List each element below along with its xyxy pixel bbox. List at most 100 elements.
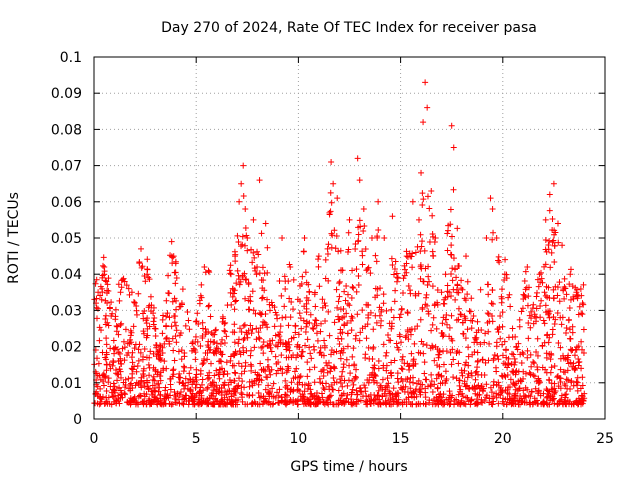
data-point — [238, 329, 245, 336]
data-point — [146, 354, 153, 361]
data-point — [336, 280, 343, 287]
data-point — [211, 401, 218, 408]
data-point — [489, 206, 496, 213]
data-point — [311, 291, 318, 298]
data-point — [579, 300, 586, 307]
data-point — [567, 271, 574, 278]
data-point — [244, 235, 251, 241]
data-point — [532, 385, 539, 392]
data-point — [536, 271, 543, 278]
data-point — [428, 187, 435, 194]
data-point — [236, 375, 243, 382]
data-point — [133, 311, 140, 318]
data-point — [400, 289, 407, 296]
data-point — [359, 307, 366, 314]
data-point — [136, 392, 143, 399]
data-point — [384, 331, 391, 338]
data-point — [129, 366, 136, 373]
data-point — [563, 391, 570, 398]
data-point — [422, 79, 429, 86]
data-point — [488, 400, 495, 407]
data-point — [307, 311, 314, 318]
data-point — [224, 370, 231, 377]
data-point — [518, 359, 525, 366]
data-point — [146, 395, 153, 402]
data-point — [352, 246, 359, 253]
data-point — [485, 328, 492, 335]
data-point — [538, 297, 545, 304]
data-point — [204, 350, 211, 357]
data-point — [390, 385, 397, 392]
data-point — [501, 338, 508, 345]
data-point — [412, 360, 419, 367]
data-point — [420, 196, 427, 203]
data-point — [573, 286, 580, 293]
data-point — [220, 371, 227, 378]
data-point — [105, 322, 112, 329]
data-point — [441, 300, 448, 307]
data-point — [97, 400, 104, 407]
data-point — [167, 375, 174, 382]
y-tick-label: 0.05 — [51, 231, 82, 247]
data-point — [129, 370, 136, 377]
data-point — [413, 380, 420, 387]
data-point — [495, 329, 502, 336]
data-point — [385, 380, 392, 387]
data-point — [298, 281, 305, 288]
data-point — [210, 393, 217, 400]
labels-layer: 0 0.01 0.02 0.03 0.04 0.05 0.06 0.07 0.08 0.09 0.1… — [51, 50, 614, 447]
data-point — [399, 378, 406, 385]
data-point — [375, 198, 382, 205]
data-point — [193, 377, 200, 384]
data-point — [328, 158, 335, 165]
data-point — [94, 383, 101, 390]
data-point — [552, 283, 559, 290]
data-point — [359, 393, 366, 400]
data-point — [377, 400, 384, 407]
data-point — [334, 304, 341, 311]
data-point — [193, 392, 200, 399]
data-point — [246, 392, 253, 399]
data-point — [426, 205, 433, 212]
data-point — [574, 295, 581, 302]
data-point — [139, 356, 146, 363]
data-point — [361, 382, 368, 389]
data-point — [124, 399, 131, 406]
data-point — [550, 295, 557, 302]
data-point — [117, 289, 124, 296]
data-point — [534, 289, 541, 296]
data-point — [254, 248, 261, 255]
data-point — [259, 294, 266, 301]
data-point — [421, 359, 428, 366]
data-point — [393, 278, 400, 285]
data-point — [208, 382, 215, 389]
data-point — [290, 396, 297, 403]
data-point — [540, 399, 547, 406]
data-point — [336, 278, 343, 285]
data-point — [123, 282, 130, 289]
data-point — [550, 286, 557, 293]
data-point — [171, 396, 178, 403]
data-point — [348, 396, 355, 403]
data-point — [533, 293, 540, 300]
data-point — [464, 374, 471, 381]
data-point — [432, 235, 439, 241]
data-point — [103, 394, 110, 401]
data-point — [327, 208, 334, 215]
data-point — [206, 302, 213, 309]
data-point — [391, 357, 398, 364]
data-point — [179, 400, 186, 407]
data-point — [95, 289, 102, 296]
data-point — [353, 366, 360, 373]
data-point — [118, 320, 125, 327]
data-point — [527, 351, 534, 358]
data-point — [260, 350, 267, 357]
data-point — [455, 305, 462, 312]
data-point — [206, 269, 213, 276]
data-point — [335, 335, 342, 342]
data-point — [133, 302, 140, 309]
data-point — [177, 329, 184, 336]
data-point — [515, 340, 522, 347]
data-point — [140, 400, 147, 407]
y-tick-label: 0.09 — [51, 86, 82, 102]
